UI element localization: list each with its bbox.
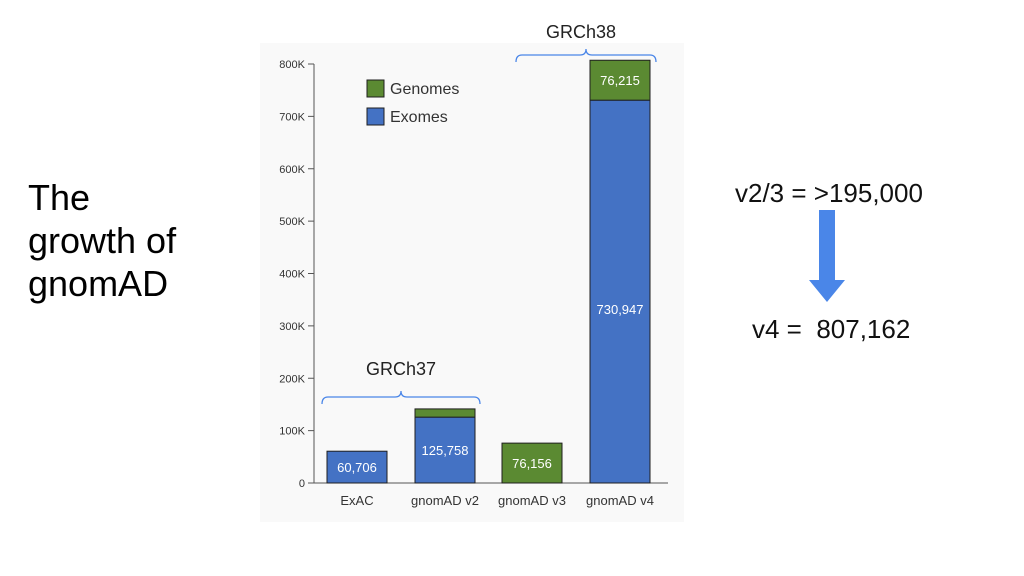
- x-tick-label: gnomAD v4: [586, 493, 654, 508]
- y-tick-label: 300K: [279, 321, 305, 333]
- data-label: 125,758: [422, 443, 469, 458]
- y-tick-label: 700K: [279, 111, 305, 123]
- slide-title: The growth of gnomAD: [28, 177, 177, 304]
- bar-gnomad-v2-exomes: [414, 416, 476, 484]
- y-tick-label: 500K: [279, 216, 305, 228]
- legend-swatch-exomes: [366, 107, 385, 126]
- x-tick-label: gnomAD v3: [498, 493, 566, 508]
- y-tick-label: 100K: [279, 426, 305, 438]
- v2-v3-count-note: v2/3 = >195,000: [735, 178, 923, 208]
- down-arrow-icon: [809, 210, 845, 302]
- bar-exac-exomes: [326, 450, 388, 484]
- bar-gnomad-v3-genomes: [501, 442, 563, 484]
- bar-gnomad-v2-genomes: [414, 408, 476, 418]
- data-label: 76,156: [512, 456, 552, 471]
- y-tick-label: 0: [299, 478, 305, 490]
- grch38-label: GRCh38: [546, 22, 617, 42]
- grch37-label: GRCh37: [366, 359, 437, 379]
- x-tick-label: gnomAD v2: [411, 493, 479, 508]
- grch38-brace: [515, 48, 657, 63]
- bar-gnomad-v4-exomes: [589, 99, 651, 484]
- y-tick-label: 800K: [279, 59, 305, 71]
- data-label: 60,706: [337, 460, 377, 475]
- x-tick-label: ExAC: [340, 493, 373, 508]
- grch37-brace: [321, 390, 481, 405]
- legend-swatch-genomes: [366, 79, 385, 98]
- y-tick-label: 600K: [279, 164, 305, 176]
- y-tick-label: 200K: [279, 373, 305, 385]
- data-label: 76,215: [600, 73, 640, 88]
- data-label: 730,947: [597, 302, 644, 317]
- legend-label-exomes: Exomes: [390, 109, 448, 126]
- y-tick-label: 400K: [279, 269, 305, 281]
- legend-label-genomes: Genomes: [390, 81, 459, 98]
- v4-count-note: v4 = 807,162: [752, 314, 911, 344]
- bar-gnomad-v4-genomes: [589, 59, 651, 101]
